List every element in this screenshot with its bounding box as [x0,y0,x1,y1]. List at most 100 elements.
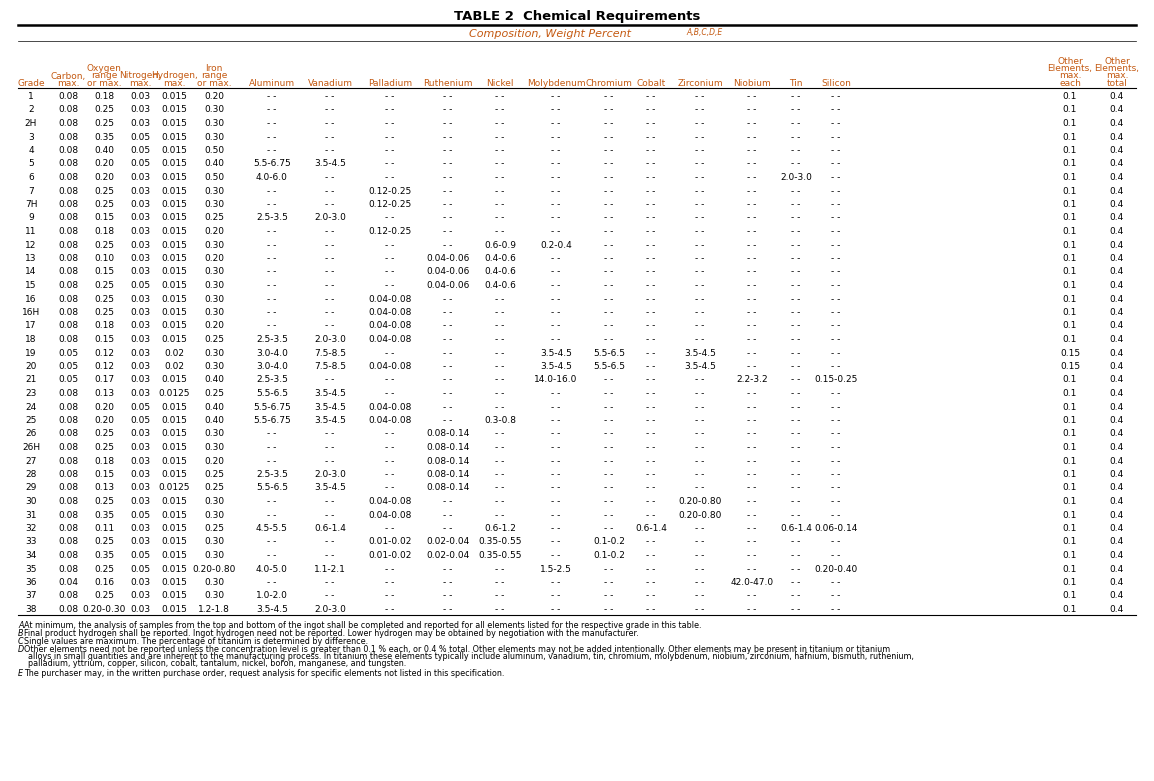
Text: 0.03: 0.03 [130,443,150,452]
Text: - -: - - [792,578,801,587]
Text: - -: - - [792,511,801,519]
Text: 0.03: 0.03 [130,457,150,465]
Text: - -: - - [443,187,452,195]
Text: 0.30: 0.30 [204,281,224,290]
Text: 0.30: 0.30 [204,200,224,209]
Text: 3.5-4.5: 3.5-4.5 [684,348,715,358]
Text: 0.04-0.08: 0.04-0.08 [368,362,412,371]
Text: - -: - - [792,416,801,425]
Text: 0.05: 0.05 [130,133,150,141]
Text: 0.20: 0.20 [93,173,114,182]
Text: - -: - - [605,200,614,209]
Text: Tin: Tin [789,79,803,88]
Text: - -: - - [552,497,561,506]
Text: - -: - - [748,443,757,452]
Text: - -: - - [646,483,655,493]
Text: 0.20: 0.20 [204,92,224,101]
Text: 0.04-0.06: 0.04-0.06 [426,268,470,276]
Text: 0.015: 0.015 [162,159,187,169]
Text: - -: - - [831,389,840,398]
Text: 0.4: 0.4 [1110,335,1124,344]
Text: - -: - - [495,348,504,358]
Text: - -: - - [831,443,840,452]
Text: - -: - - [696,200,705,209]
Text: 0.1: 0.1 [1063,200,1077,209]
Text: - -: - - [831,105,840,115]
Text: - -: - - [443,308,452,317]
Text: Oxygen: Oxygen [87,64,121,73]
Text: 3.5-4.5: 3.5-4.5 [314,389,346,398]
Text: - -: - - [268,187,277,195]
Text: - -: - - [385,443,395,452]
Text: 0.20-0.40: 0.20-0.40 [815,565,857,573]
Text: - -: - - [552,227,561,236]
Text: - -: - - [646,281,655,290]
Text: 4: 4 [28,146,33,155]
Text: - -: - - [443,524,452,533]
Text: 0.02: 0.02 [164,362,183,371]
Text: 0.35-0.55: 0.35-0.55 [478,551,522,560]
Text: 0.03: 0.03 [130,524,150,533]
Text: - -: - - [792,591,801,601]
Text: - -: - - [495,497,504,506]
Text: 2H: 2H [25,119,37,128]
Text: 0.04-0.08: 0.04-0.08 [368,308,412,317]
Text: 0.03: 0.03 [130,119,150,128]
Text: 0.015: 0.015 [162,565,187,573]
Text: 0.4: 0.4 [1110,213,1124,223]
Text: Elements,: Elements, [1094,64,1139,73]
Text: - -: - - [325,537,335,547]
Text: 0.4: 0.4 [1110,92,1124,101]
Text: 0.4: 0.4 [1110,187,1124,195]
Text: 0.20: 0.20 [93,159,114,169]
Text: 0.08: 0.08 [58,605,78,614]
Text: - -: - - [831,591,840,601]
Text: 0.25: 0.25 [204,389,224,398]
Text: - -: - - [696,551,705,560]
Text: 36: 36 [25,578,37,587]
Text: 0.01-0.02: 0.01-0.02 [368,551,412,560]
Text: 0.08: 0.08 [58,294,78,304]
Text: C: C [18,637,23,646]
Text: 0.05: 0.05 [58,362,78,371]
Text: Carbon,: Carbon, [51,72,85,80]
Text: 0.25: 0.25 [204,483,224,493]
Text: 0.0125: 0.0125 [158,483,189,493]
Text: - -: - - [646,497,655,506]
Text: - -: - - [552,105,561,115]
Text: - -: - - [443,511,452,519]
Text: 2.5-3.5: 2.5-3.5 [256,376,288,384]
Text: 0.11: 0.11 [93,524,114,533]
Text: 3.0-4.0: 3.0-4.0 [256,348,288,358]
Text: - -: - - [605,254,614,263]
Text: 0.6-1.2: 0.6-1.2 [484,524,516,533]
Text: - -: - - [552,537,561,547]
Text: 1: 1 [28,92,33,101]
Text: - -: - - [605,268,614,276]
Text: 0.05: 0.05 [130,511,150,519]
Text: 0.08: 0.08 [58,591,78,601]
Text: 21: 21 [25,376,37,384]
Text: - -: - - [748,200,757,209]
Text: 0.3-0.8: 0.3-0.8 [484,416,516,425]
Text: 0.1: 0.1 [1063,268,1077,276]
Text: - -: - - [443,322,452,330]
Text: 4.5-5.5: 4.5-5.5 [256,524,288,533]
Text: - -: - - [696,294,705,304]
Text: 35: 35 [25,565,37,573]
Text: - -: - - [552,322,561,330]
Text: 0.4: 0.4 [1110,591,1124,601]
Text: - -: - - [443,362,452,371]
Text: 0.35: 0.35 [93,551,114,560]
Text: - -: - - [385,565,395,573]
Text: - -: - - [605,416,614,425]
Text: - -: - - [696,443,705,452]
Text: max.: max. [57,79,80,88]
Text: 0.03: 0.03 [130,187,150,195]
Text: - -: - - [748,537,757,547]
Text: - -: - - [443,348,452,358]
Text: 0.03: 0.03 [130,268,150,276]
Text: - -: - - [268,294,277,304]
Text: - -: - - [325,591,335,601]
Text: - -: - - [792,335,801,344]
